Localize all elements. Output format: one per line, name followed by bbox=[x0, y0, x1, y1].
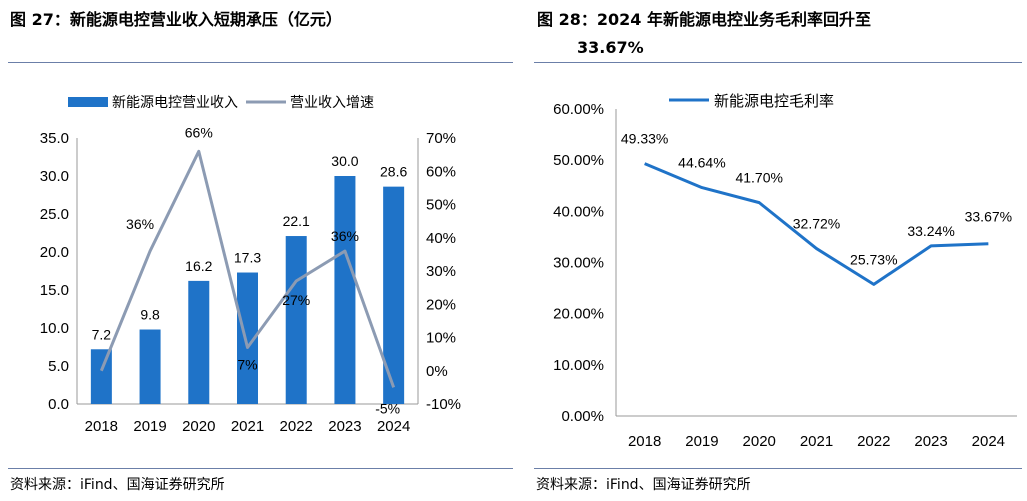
revenue-bar bbox=[188, 280, 210, 404]
right-figure-title: 图 28：2024 年新能源电控业务毛利率回升至 bbox=[537, 10, 871, 29]
y-tick-label: 30.00% bbox=[553, 255, 604, 272]
y-left-tick-label: 5.0 bbox=[48, 358, 69, 375]
growth-data-label: 66% bbox=[185, 124, 213, 140]
y-left-tick-label: 30.0 bbox=[40, 168, 69, 185]
x-tick-label: 2022 bbox=[857, 433, 890, 450]
left-source-note: 资料来源：iFind、国海证券研究所 bbox=[10, 477, 225, 493]
legend-bar-swatch bbox=[68, 97, 108, 107]
right-source-rule bbox=[534, 468, 1022, 469]
y-left-tick-label: 15.0 bbox=[40, 282, 69, 299]
y-tick-label: 50.00% bbox=[553, 152, 604, 169]
x-tick-label: 2023 bbox=[328, 418, 361, 435]
y-tick-label: 0.00% bbox=[561, 408, 604, 425]
revenue-data-label: 22.1 bbox=[283, 213, 310, 229]
right-chart-data-labels: 49.33% 44.64% 41.70% 32.72% 25.73% 33.24% 33.6… bbox=[621, 131, 1012, 268]
growth-data-label: 36% bbox=[126, 216, 154, 232]
y-right-tick-label: 30% bbox=[426, 263, 456, 280]
left-chart-growth-line bbox=[99, 149, 396, 388]
right-title-rule bbox=[534, 62, 1022, 63]
right-chart: 新能源电控毛利率 0.00% 10.00% 20.00% 30.00% 40.00% 50… bbox=[553, 93, 1017, 450]
revenue-bar bbox=[383, 186, 405, 404]
y-left-tick-label: 10.0 bbox=[40, 320, 69, 337]
margin-data-label: 44.64% bbox=[678, 155, 725, 171]
left-chart-bars bbox=[90, 176, 405, 404]
x-tick-label: 2018 bbox=[85, 418, 118, 435]
margin-data-label: 49.33% bbox=[621, 131, 668, 147]
y-tick-label: 10.00% bbox=[553, 357, 604, 374]
x-tick-label: 2019 bbox=[133, 418, 166, 435]
growth-data-label: 36% bbox=[331, 228, 359, 244]
margin-data-label: 25.73% bbox=[850, 251, 897, 267]
x-tick-label: 2020 bbox=[743, 433, 776, 450]
growth-data-label: -5% bbox=[375, 400, 400, 416]
revenue-data-label: 7.2 bbox=[92, 326, 112, 342]
y-tick-label: 20.00% bbox=[553, 306, 604, 323]
y-left-tick-label: 20.0 bbox=[40, 244, 69, 261]
right-figure-title-line2: 33.67% bbox=[577, 38, 644, 57]
y-right-tick-label: 10% bbox=[426, 330, 456, 347]
revenue-bar bbox=[334, 176, 356, 404]
x-tick-label: 2018 bbox=[628, 433, 661, 450]
left-chart-axes: 0.0 5.0 10.0 15.0 20.0 25.0 30.0 35.0 -10% 0% 10% 2… bbox=[40, 130, 461, 435]
legend-line-label: 营业收入增速 bbox=[290, 94, 374, 110]
y-right-tick-label: 50% bbox=[426, 197, 456, 214]
revenue-bar bbox=[90, 349, 112, 404]
growth-data-label: 27% bbox=[282, 292, 310, 308]
y-tick-label: 40.00% bbox=[553, 203, 604, 220]
margin-data-label: 32.72% bbox=[793, 216, 840, 232]
revenue-bar bbox=[285, 236, 307, 404]
right-chart-margin-line bbox=[644, 162, 989, 286]
left-chart: 新能源电控营业收入 营业收入增速 0.0 5.0 10.0 15.0 20.0 25.0 30… bbox=[40, 94, 461, 435]
revenue-data-label: 30.0 bbox=[331, 153, 358, 169]
left-title-rule bbox=[8, 62, 513, 63]
right-chart-axes: 0.00% 10.00% 20.00% 30.00% 40.00% 50.00% 60.00… bbox=[553, 101, 1017, 450]
revenue-data-label: 9.8 bbox=[140, 307, 160, 323]
y-right-tick-label: 20% bbox=[426, 296, 456, 313]
y-right-tick-label: 40% bbox=[426, 230, 456, 247]
revenue-data-label: 17.3 bbox=[234, 250, 261, 266]
legend-line-label: 新能源电控毛利率 bbox=[714, 93, 834, 110]
y-left-tick-label: 35.0 bbox=[40, 130, 69, 147]
revenue-data-label: 28.6 bbox=[380, 164, 407, 180]
x-tick-label: 2020 bbox=[182, 418, 215, 435]
left-chart-data-labels: 7.2 9.8 16.2 17.3 22.1 30.0 28.6 36% 66% 7% 27% 36%… bbox=[92, 124, 408, 416]
y-tick-label: 60.00% bbox=[553, 101, 604, 118]
right-source-note: 资料来源：iFind、国海证券研究所 bbox=[536, 477, 751, 493]
revenue-data-label: 16.2 bbox=[185, 258, 212, 274]
y-right-tick-label: -10% bbox=[426, 396, 461, 413]
y-right-tick-label: 60% bbox=[426, 163, 456, 180]
x-tick-label: 2024 bbox=[972, 433, 1005, 450]
y-right-tick-label: 70% bbox=[426, 130, 456, 147]
left-chart-legend: 新能源电控营业收入 营业收入增速 bbox=[68, 94, 374, 110]
x-tick-label: 2024 bbox=[377, 418, 410, 435]
margin-data-label: 41.70% bbox=[735, 170, 782, 186]
revenue-bar bbox=[139, 329, 161, 404]
right-chart-legend: 新能源电控毛利率 bbox=[669, 93, 834, 110]
x-tick-label: 2021 bbox=[231, 418, 264, 435]
margin-data-label: 33.24% bbox=[907, 223, 954, 239]
left-source-rule bbox=[8, 468, 513, 469]
x-tick-label: 2023 bbox=[914, 433, 947, 450]
x-tick-label: 2022 bbox=[280, 418, 313, 435]
legend-bar-label: 新能源电控营业收入 bbox=[112, 94, 238, 110]
y-left-tick-label: 25.0 bbox=[40, 206, 69, 223]
y-left-tick-label: 0.0 bbox=[48, 396, 69, 413]
y-right-tick-label: 0% bbox=[426, 363, 448, 380]
x-tick-label: 2021 bbox=[800, 433, 833, 450]
margin-data-label: 33.67% bbox=[965, 209, 1012, 225]
revenue-bar bbox=[237, 272, 258, 404]
x-tick-label: 2019 bbox=[685, 433, 718, 450]
growth-data-label: 7% bbox=[237, 356, 257, 372]
left-figure-title: 图 27：新能源电控营业收入短期承压（亿元） bbox=[10, 10, 342, 29]
